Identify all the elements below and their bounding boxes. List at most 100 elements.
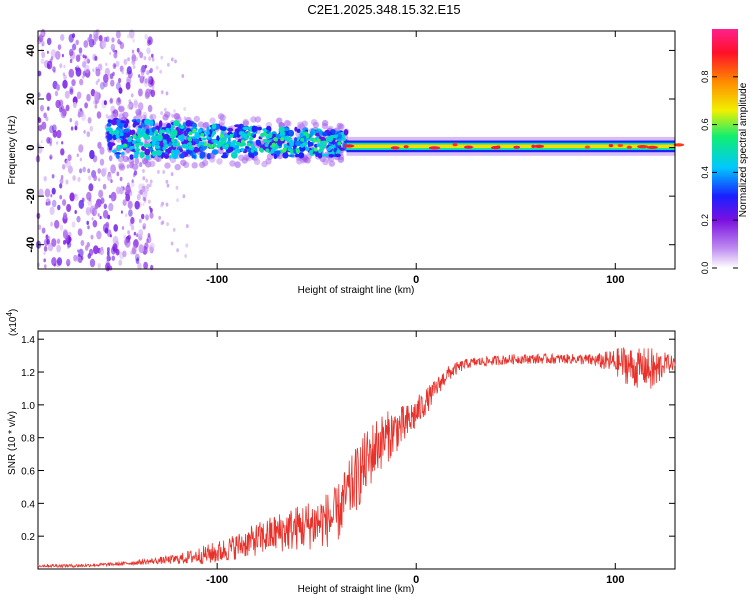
heatmap-cell xyxy=(56,244,61,253)
heatmap-cell xyxy=(160,111,164,116)
heatmap-cell xyxy=(646,145,658,149)
heatmap-cell xyxy=(62,199,67,206)
heatmap-cell xyxy=(200,132,205,137)
spectrogram-heatmap xyxy=(35,28,685,272)
heatmap-cell xyxy=(78,144,84,153)
heatmap-cell xyxy=(298,145,306,152)
heatmap-cell xyxy=(154,144,161,149)
heatmap-cell xyxy=(76,153,79,157)
heatmap-cell xyxy=(240,142,245,147)
heatmap-cell xyxy=(71,79,76,87)
heatmap-cell xyxy=(79,109,84,117)
heatmap-cell xyxy=(137,134,142,139)
heatmap-cell xyxy=(67,241,72,248)
heatmap-cell xyxy=(285,120,292,127)
heatmap-cell xyxy=(88,38,95,48)
heatmap-cell xyxy=(102,183,107,190)
heatmap-cell xyxy=(135,57,139,62)
heatmap-cell xyxy=(49,206,55,216)
heatmap-cell xyxy=(108,155,113,162)
heatmap-cell xyxy=(227,127,234,132)
heatmap-cell xyxy=(333,134,338,139)
heatmap-cell xyxy=(109,51,112,56)
heatmap-cell xyxy=(125,193,131,202)
heatmap-cell xyxy=(211,123,217,130)
heatmap-cell xyxy=(260,133,265,138)
y-tick-label: 0.4 xyxy=(21,499,35,510)
heatmap-cell xyxy=(116,186,121,195)
heatmap-cell xyxy=(147,143,152,148)
heatmap-cell xyxy=(148,245,154,253)
heatmap-cell xyxy=(231,151,238,159)
heatmap-cell xyxy=(84,102,88,109)
heatmap-cell xyxy=(166,222,170,227)
heatmap-cell xyxy=(148,199,151,204)
heatmap-cell xyxy=(197,128,202,133)
heatmap-cell xyxy=(100,197,105,204)
heatmap-cell xyxy=(165,179,169,184)
heatmap-cell xyxy=(143,143,148,148)
heatmap-cell xyxy=(101,41,107,49)
heatmap-cell xyxy=(288,129,293,135)
heatmap-cell xyxy=(200,137,207,141)
y-tick-label: 1.2 xyxy=(21,368,35,379)
heatmap-cell xyxy=(44,264,47,269)
heatmap-cell xyxy=(37,117,42,124)
heatmap-cell xyxy=(60,108,67,119)
heatmap-cell xyxy=(403,145,409,149)
heatmap-cell xyxy=(338,134,342,139)
heatmap-cell xyxy=(278,126,285,133)
heatmap-cell xyxy=(209,117,216,124)
colorbar: 0.0 0.2 0.4 0.6 0.8 Normalized spectral ampl… xyxy=(700,29,749,274)
heatmap-cell xyxy=(88,183,94,192)
heatmap-cell xyxy=(221,154,228,159)
heatmap-cell xyxy=(229,160,236,167)
heatmap-cell xyxy=(146,238,149,243)
heatmap-cell xyxy=(136,118,141,123)
heatmap-cell xyxy=(117,97,121,103)
heatmap-cell xyxy=(138,162,141,167)
heatmap-cell xyxy=(130,216,135,225)
heatmap-cell xyxy=(123,238,129,246)
heatmap-cell xyxy=(131,58,136,66)
heatmap-cell xyxy=(143,114,147,119)
heatmap-cell xyxy=(295,153,300,158)
heatmap-cell xyxy=(220,130,225,135)
heatmap-cell xyxy=(79,51,82,57)
heatmap-cell xyxy=(148,39,151,43)
heatmap-cell xyxy=(94,202,99,210)
heatmap-cell xyxy=(40,104,44,112)
heatmap-cell xyxy=(77,176,81,182)
heatmap-cell xyxy=(38,34,44,43)
heatmap-cell xyxy=(112,243,118,252)
heatmap-cell xyxy=(328,160,336,167)
heatmap-cell xyxy=(123,234,126,240)
heatmap-cell xyxy=(103,73,109,83)
x-tick-label: -100 xyxy=(206,274,228,286)
heatmap-cell xyxy=(41,121,47,130)
heatmap-cell xyxy=(59,195,63,200)
colorbar-tick-label: 0.4 xyxy=(700,166,710,179)
heatmap-cell xyxy=(119,132,124,137)
heatmap-cell xyxy=(149,212,154,219)
heatmap-cell xyxy=(336,149,341,154)
heatmap-cell xyxy=(89,258,96,268)
snr-panel: -100 0 100 0.2 0.4 0.6 0.8 1.0 1.2 1.4 Height of … xyxy=(5,309,676,595)
heatmap-cell xyxy=(328,137,333,142)
y-tick-label: -20 xyxy=(25,188,37,204)
heatmap-cell xyxy=(224,145,229,150)
heatmap-cell xyxy=(140,75,144,80)
heatmap-cell xyxy=(175,142,180,147)
heatmap-cell xyxy=(232,139,237,144)
heatmap-cell xyxy=(298,151,305,159)
heatmap-cell xyxy=(428,146,441,150)
heatmap-cell xyxy=(133,239,139,248)
heatmap-cell xyxy=(140,68,143,73)
heatmap-cell xyxy=(86,93,91,102)
heatmap-cell xyxy=(166,183,170,188)
y-tick-label: 0.6 xyxy=(21,467,35,478)
heatmap-cell xyxy=(250,116,257,123)
heatmap-cell xyxy=(144,64,147,69)
heatmap-cell xyxy=(230,142,236,148)
heatmap-cell xyxy=(54,90,59,97)
